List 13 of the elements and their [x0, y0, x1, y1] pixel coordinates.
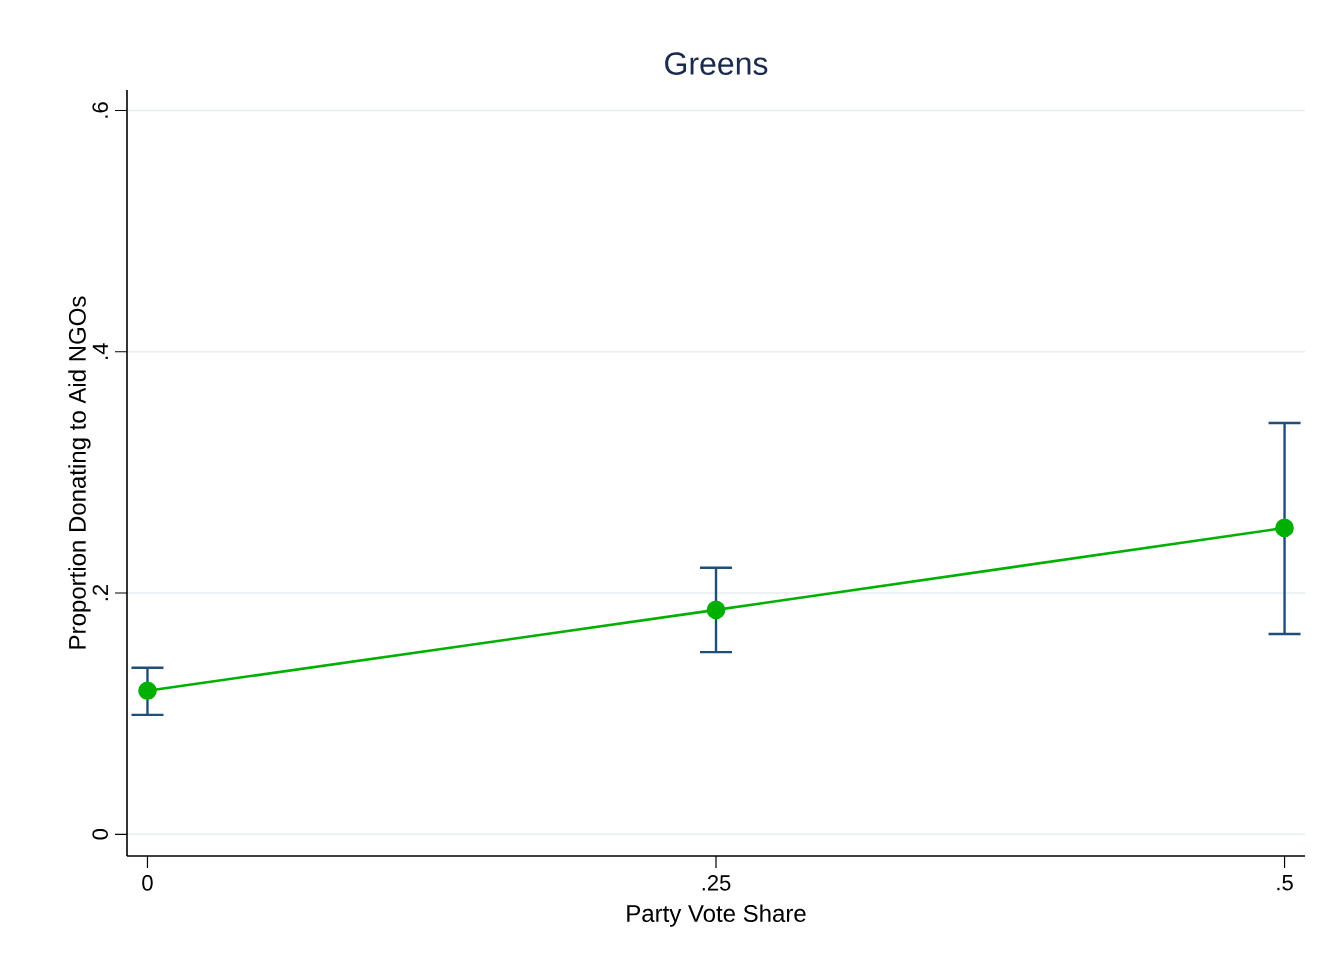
point: [706, 600, 726, 620]
point: [138, 681, 157, 701]
y-tick-label: .2: [92, 584, 108, 601]
x-tick-label: .25: [702, 875, 731, 891]
x-tick-label: 0: [142, 875, 153, 891]
y-tick-label: 0: [92, 829, 108, 840]
y-tick-label: .6: [92, 102, 108, 118]
x-tick-label: .5: [1277, 875, 1293, 891]
chart-title: Greens: [665, 52, 768, 75]
y-tick-label: .4: [92, 343, 108, 359]
y-axis-title: Proportion Donating to Aid NGOs: [68, 296, 91, 649]
point: [1275, 518, 1294, 538]
x-axis-title: Party Vote Share: [627, 904, 806, 927]
